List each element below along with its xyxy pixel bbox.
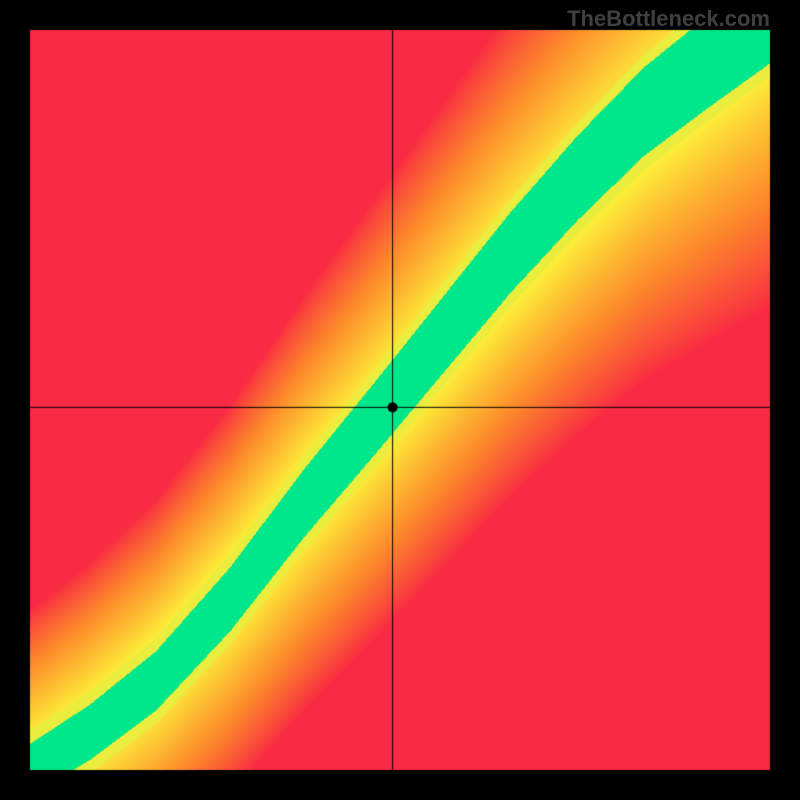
bottleneck-heatmap [0,0,800,800]
chart-container: TheBottleneck.com [0,0,800,800]
watermark-text: TheBottleneck.com [567,6,770,32]
